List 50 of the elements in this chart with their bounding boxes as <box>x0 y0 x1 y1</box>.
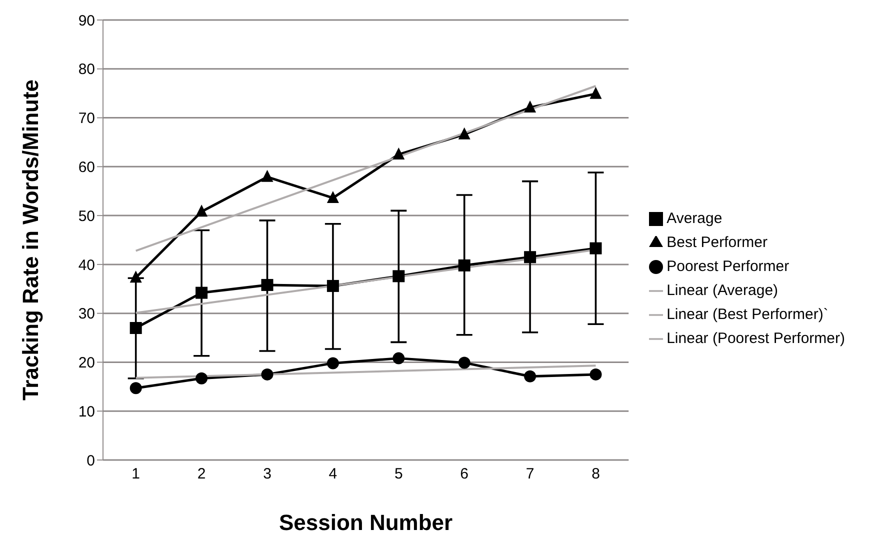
point <box>326 190 339 203</box>
y-tick-label: 70 <box>78 110 95 128</box>
legend-label: Linear (Best Performer)` <box>666 306 828 323</box>
point <box>524 100 536 113</box>
point <box>326 357 339 370</box>
point <box>392 352 405 364</box>
y-tick-label: 10 <box>78 403 95 420</box>
point <box>261 278 274 291</box>
legend-label: Linear (Average) <box>666 282 778 299</box>
point <box>458 259 470 272</box>
point <box>130 382 142 394</box>
point <box>196 372 208 384</box>
point <box>196 286 208 299</box>
point <box>590 242 602 254</box>
legend-label: Average <box>666 210 722 227</box>
point <box>261 170 274 182</box>
y-tick-label: 20 <box>78 354 95 372</box>
legend-label: Best Performer <box>666 234 768 251</box>
point <box>130 270 142 283</box>
point <box>590 368 602 380</box>
x-axis-title: Session Number <box>278 510 454 535</box>
point <box>392 147 405 160</box>
y-tick-label: 0 <box>86 452 95 470</box>
point <box>458 356 470 369</box>
x-tick-label: 6 <box>460 466 469 483</box>
point <box>130 322 142 334</box>
point <box>458 127 470 140</box>
x-tick-label: 7 <box>526 466 534 483</box>
x-tick-label: 2 <box>197 466 206 483</box>
point <box>326 280 339 292</box>
y-tick-label: 30 <box>78 306 95 323</box>
legend-label: Linear (Poorest Performer) <box>666 330 845 347</box>
y-tick-label: 50 <box>78 208 95 225</box>
y-tick-label: 90 <box>78 12 95 30</box>
point <box>392 270 405 282</box>
y-axis-title: Tracking Rate in Words/Minute <box>18 79 43 401</box>
point <box>524 370 536 382</box>
x-tick-label: 4 <box>328 466 338 483</box>
x-tick-label: 3 <box>263 466 272 483</box>
y-tick-label: 60 <box>78 158 95 176</box>
x-tick-label: 1 <box>132 466 140 483</box>
x-tick-label: 5 <box>394 466 403 483</box>
point <box>261 368 274 380</box>
point <box>196 204 208 217</box>
x-tick-label: 8 <box>592 466 600 483</box>
legend-label: Poorest Performer <box>666 258 790 275</box>
y-tick-label: 80 <box>78 61 95 78</box>
point <box>524 251 536 264</box>
y-tick-label: 40 <box>78 256 95 274</box>
point <box>590 86 602 99</box>
